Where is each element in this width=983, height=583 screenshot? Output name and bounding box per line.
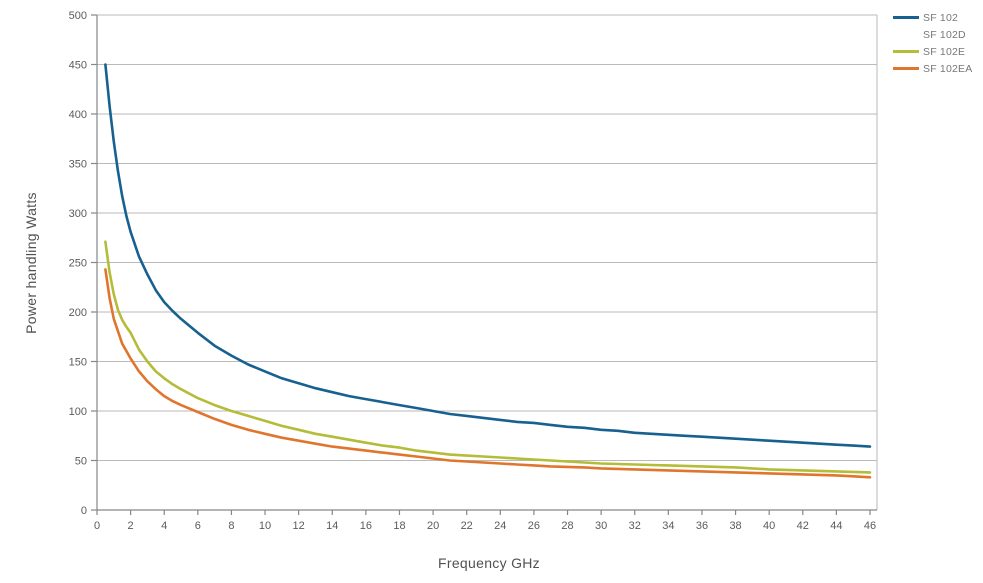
legend-label: SF 102EA (923, 62, 973, 75)
y-tick-label: 100 (69, 406, 87, 418)
x-tick-label: 6 (195, 520, 201, 532)
gridlines (97, 14, 878, 510)
x-tick-label: 36 (696, 520, 708, 532)
legend-swatch (893, 16, 919, 19)
y-tick-label: 500 (69, 10, 87, 22)
x-tick-label: 4 (161, 520, 167, 532)
x-tick-label: 0 (94, 520, 100, 532)
legend-swatch (893, 50, 919, 53)
y-tick-label: 50 (75, 456, 87, 468)
x-tick-label: 28 (561, 520, 573, 532)
x-tick-label: 30 (595, 520, 607, 532)
x-tick-label: 26 (528, 520, 540, 532)
x-tick-label: 34 (662, 520, 674, 532)
x-tick-label: 10 (259, 520, 271, 532)
y-tick-label: 450 (69, 60, 87, 72)
legend: SF 102 SF 102D SF 102E SF 102EA (893, 9, 983, 77)
x-tick-label: 44 (830, 520, 842, 532)
y-tick-label: 200 (69, 307, 87, 319)
x-tick-label: 42 (797, 520, 809, 532)
y-tick-labels: 0 50 100 150 200 250 300 350 400 450 500 (69, 10, 87, 517)
series-line-sf-102 (104, 63, 872, 448)
x-tick-label: 20 (427, 520, 439, 532)
y-axis-title: Power handling Watts (23, 192, 39, 334)
y-tick-label: 350 (69, 159, 87, 171)
legend-swatch (893, 67, 919, 70)
y-tick-label: 150 (69, 357, 87, 369)
series-line-sf-102ea (104, 268, 872, 479)
legend-label: SF 102D (923, 28, 966, 41)
legend-item-sf-102d: SF 102D (893, 26, 983, 43)
axes (91, 14, 877, 515)
y-tick-label: 0 (81, 505, 87, 517)
legend-item-sf-102ea: SF 102EA (893, 60, 983, 77)
x-tick-label: 16 (360, 520, 372, 532)
y-tick-label: 250 (69, 258, 87, 270)
x-tick-label: 2 (128, 520, 134, 532)
x-tick-label: 24 (494, 520, 506, 532)
series-line-sf-102e (104, 240, 872, 474)
series-lines (104, 63, 872, 479)
legend-label: SF 102E (923, 45, 966, 58)
legend-item-sf-102: SF 102 (893, 9, 983, 26)
x-tick-label: 38 (729, 520, 741, 532)
x-tick-label: 22 (461, 520, 473, 532)
x-tick-label: 40 (763, 520, 775, 532)
legend-label: SF 102 (923, 11, 959, 24)
legend-item-sf-102e: SF 102E (893, 43, 983, 60)
legend-swatch (893, 33, 919, 36)
x-tick-label: 8 (228, 520, 234, 532)
x-tick-label: 18 (393, 520, 405, 532)
y-tick-label: 400 (69, 109, 87, 121)
x-axis-title: Frequency GHz (438, 555, 540, 571)
x-tick-label: 12 (293, 520, 305, 532)
x-tick-label: 46 (864, 520, 876, 532)
x-tick-labels: 0 2 4 6 8 10 12 14 16 18 20 22 24 26 28 30 32 34 36 38 40 42 4… (94, 520, 876, 532)
x-tick-label: 14 (326, 520, 338, 532)
x-tick-label: 32 (629, 520, 641, 532)
y-tick-label: 300 (69, 208, 87, 220)
